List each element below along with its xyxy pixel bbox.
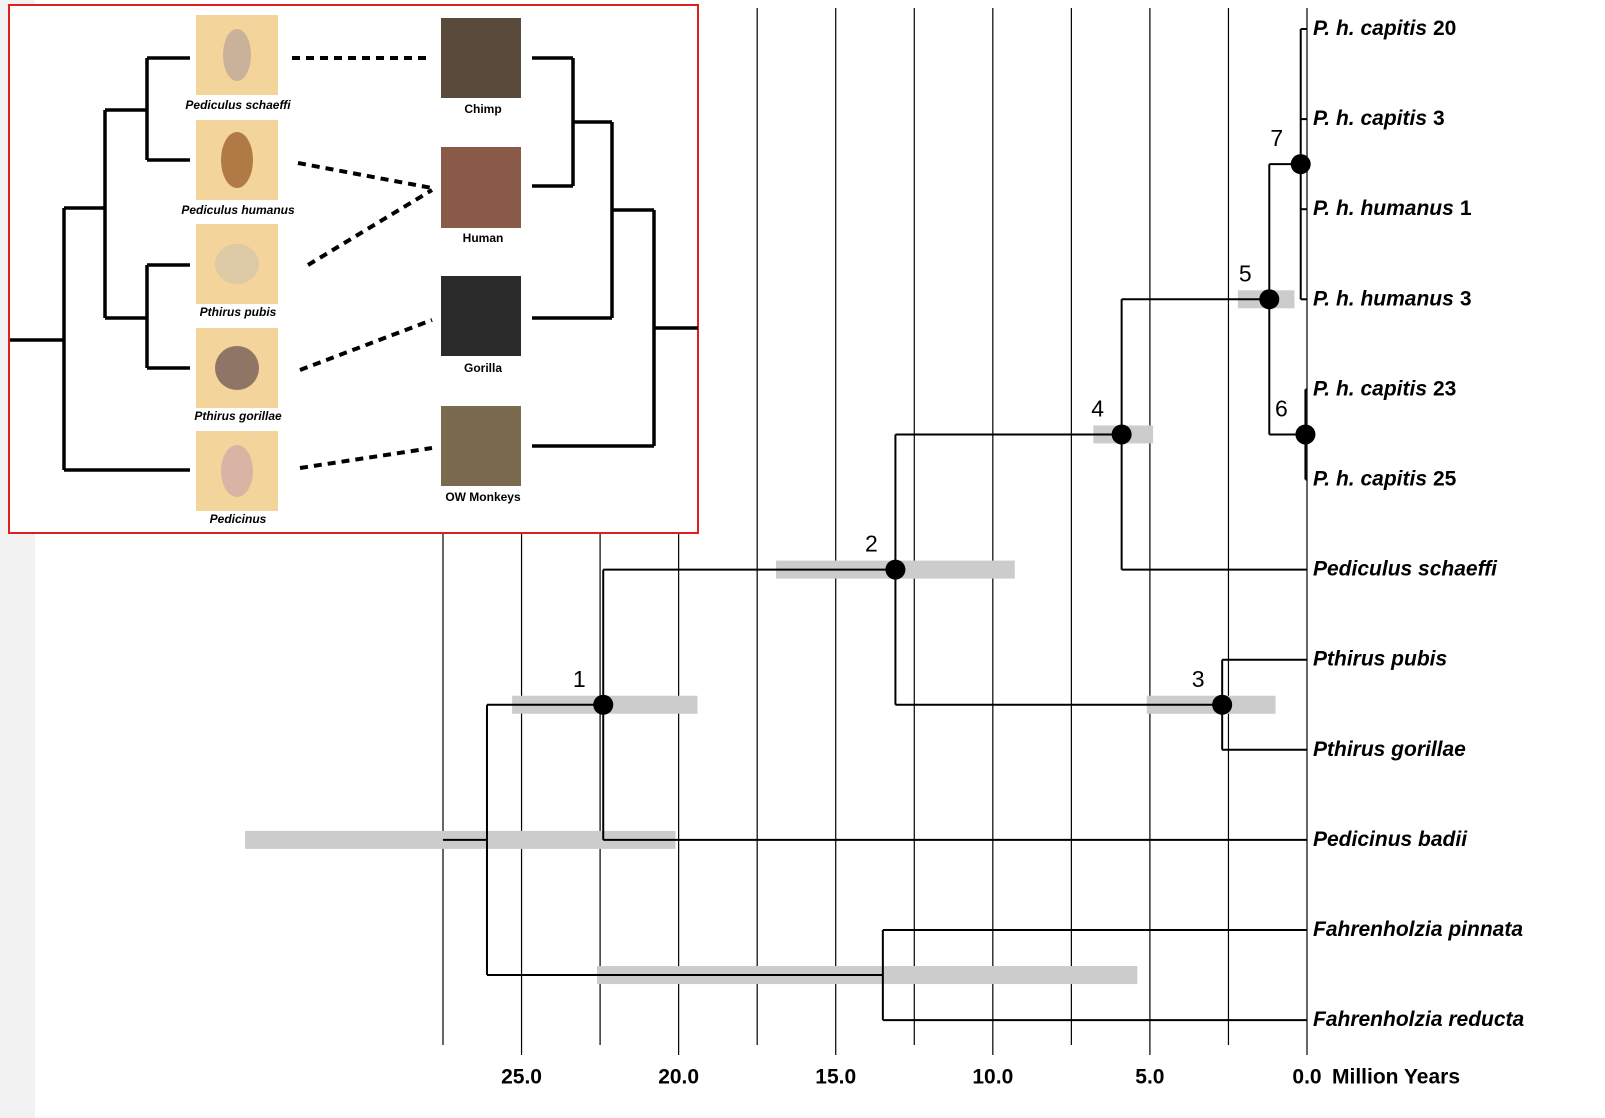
- axis-title: Million Years: [1332, 1066, 1460, 1089]
- leaf-name: Pediculus schaeffi: [1313, 557, 1498, 580]
- leaf-label: Pthirus gorillae: [1313, 737, 1466, 760]
- leaf-number: 3: [1460, 287, 1472, 310]
- node-dot: [1212, 695, 1232, 715]
- tick-label: 5.0: [1135, 1066, 1164, 1089]
- leaf-label: Pthirus pubis: [1313, 647, 1447, 670]
- leaf-name: Pthirus gorillae: [1313, 737, 1466, 760]
- leaf-name: P. h. capitis: [1313, 17, 1427, 40]
- leaf-name: P. h. capitis: [1313, 107, 1427, 130]
- leaf-number: 20: [1433, 17, 1456, 40]
- node-dot: [1295, 424, 1315, 444]
- inset-frame: [9, 5, 698, 533]
- tick-label: 25.0: [501, 1066, 542, 1089]
- louse-label: Pediculus humanus: [181, 203, 295, 217]
- node-dot: [885, 560, 905, 580]
- leaf-label: P. h. humanus 1: [1313, 197, 1472, 220]
- leaf-name: Pthirus pubis: [1313, 647, 1447, 670]
- leaf-number: 23: [1433, 377, 1456, 400]
- monkey-image: [441, 406, 521, 486]
- node-dot: [1291, 154, 1311, 174]
- tick-label: 15.0: [815, 1066, 856, 1089]
- leaf-name: P. h. humanus: [1313, 287, 1454, 310]
- host-label: Gorilla: [464, 361, 502, 375]
- leaf-number: 3: [1433, 107, 1445, 130]
- leaf-label: Fahrenholzia pinnata: [1313, 918, 1523, 941]
- node-label: 2: [865, 531, 878, 557]
- leaf-label: Pediculus schaeffi: [1313, 557, 1498, 580]
- node-dot: [593, 695, 613, 715]
- inset: Pediculus schaeffi Pediculus humanus Pth…: [9, 5, 698, 533]
- node-label: 6: [1275, 396, 1288, 422]
- host-label: Human: [463, 231, 504, 245]
- host-label: OW Monkeys: [445, 490, 521, 504]
- node-dot: [1112, 424, 1132, 444]
- tick-label: 0.0: [1292, 1066, 1321, 1089]
- page: {"axis": {"title": "Million Years", "ran…: [0, 0, 1605, 1118]
- leaf-name: P. h. capitis: [1313, 377, 1427, 400]
- louse: [223, 29, 251, 81]
- node-label: 5: [1239, 260, 1252, 286]
- tick-label: 10.0: [972, 1066, 1013, 1089]
- host-label: Chimp: [464, 102, 501, 116]
- louse: [221, 445, 253, 497]
- louse-label: Pthirus pubis: [200, 305, 277, 319]
- leaf-name: Pedicinus badii: [1313, 827, 1468, 850]
- node-label: 7: [1270, 125, 1283, 151]
- louse: [221, 132, 253, 188]
- louse-label: Pedicinus: [210, 512, 267, 526]
- node-label: 1: [573, 666, 586, 692]
- leaf-label: P. h. capitis 23: [1313, 377, 1456, 400]
- leaf-name: Fahrenholzia reducta: [1313, 1008, 1525, 1031]
- leaf-label: P. h. capitis 25: [1313, 467, 1457, 490]
- gorilla-image: [441, 276, 521, 356]
- node-label: 4: [1091, 396, 1104, 422]
- figure: 25.020.015.010.05.00.0 P. h. capitis20P.…: [0, 0, 1605, 1118]
- louse: [215, 346, 259, 390]
- leaf-name: P. h. capitis: [1313, 467, 1427, 490]
- leaf-label: Pedicinus badii: [1313, 827, 1468, 850]
- tick-label: 20.0: [658, 1066, 699, 1089]
- human-image: [441, 147, 521, 228]
- louse-label: Pediculus schaeffi: [185, 98, 291, 112]
- node-label: 3: [1192, 666, 1205, 692]
- louse-label: Pthirus gorillae: [194, 409, 282, 423]
- leaf-number: 1: [1460, 197, 1472, 220]
- leaf-label: P. h. capitis 20: [1313, 17, 1456, 40]
- leaf-name: Fahrenholzia pinnata: [1313, 918, 1523, 941]
- leaf-label: P. h. capitis 3: [1313, 107, 1445, 130]
- leaf-number: 25: [1433, 467, 1457, 490]
- leaf-label: P. h. humanus 3: [1313, 287, 1472, 310]
- node-dot: [1259, 289, 1279, 309]
- leaf-label: Fahrenholzia reducta: [1313, 1008, 1525, 1031]
- chimp-image: [441, 18, 521, 98]
- leaf-name: P. h. humanus: [1313, 197, 1454, 220]
- louse: [215, 244, 259, 284]
